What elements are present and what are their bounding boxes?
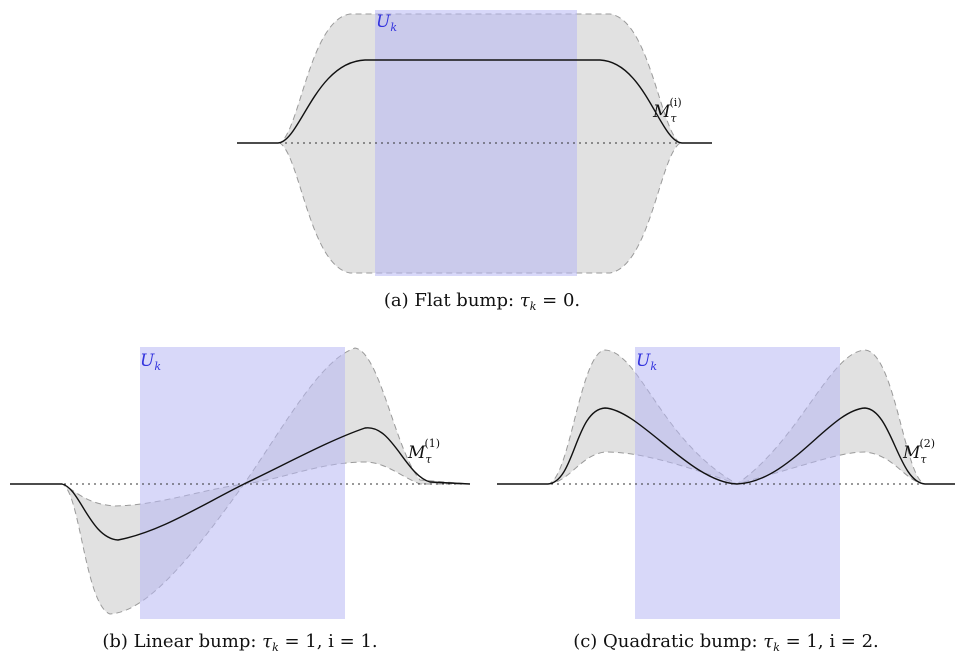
panel-c-caption: (c) Quadratic bump: τk = 1, i = 2.	[573, 631, 879, 654]
panel-c-region-uk	[635, 347, 840, 619]
panel-a-curve-label: Mτ(i)	[652, 96, 682, 125]
panel-c-curve	[497, 407, 955, 485]
panel-b-curve	[10, 427, 471, 541]
panel-c-region-label: Uk	[636, 351, 657, 373]
panel-b-caption: (b) Linear bump: τk = 1, i = 1.	[102, 631, 377, 654]
panel-a-curve	[237, 59, 712, 144]
panel-b-curve-label: Mτ(1)	[407, 437, 440, 466]
panel-a-region-label: Uk	[376, 12, 397, 34]
panel-b-region-uk	[140, 347, 345, 619]
panel-b-band	[10, 347, 471, 615]
panel-c: Uk Mτ(2) (c) Quadratic bump: τk = 1, i =…	[497, 347, 955, 654]
panel-a-caption: (a) Flat bump: τk = 0.	[384, 290, 580, 313]
panel-a: Uk Mτ(i) (a) Flat bump: τk = 0.	[237, 10, 712, 313]
panel-c-band	[497, 349, 955, 485]
panel-c-curve-label: Mτ(2)	[902, 437, 935, 466]
panel-b: Uk Mτ(1) (b) Linear bump: τk = 1, i = 1.	[10, 347, 471, 654]
panel-b-region-label: Uk	[140, 351, 161, 373]
